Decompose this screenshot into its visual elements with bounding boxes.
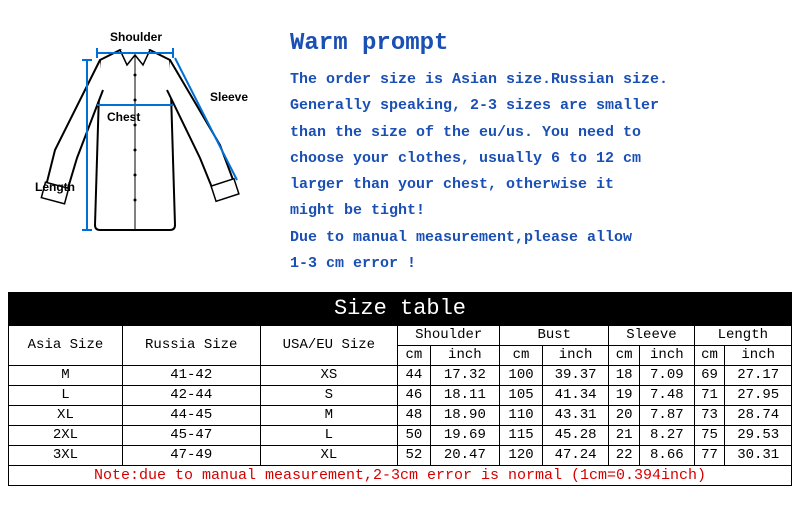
cell-shoulder_cm: 52 bbox=[398, 446, 430, 466]
cell-shoulder_cm: 44 bbox=[398, 366, 430, 386]
label-shoulder: Shoulder bbox=[110, 30, 162, 44]
note-text: Note:due to manual measurement,2-3cm err… bbox=[9, 466, 792, 486]
cell-bust_in: 43.31 bbox=[542, 406, 608, 426]
cell-length_cm: 69 bbox=[694, 366, 725, 386]
unit-inch: inch bbox=[430, 346, 500, 366]
cell-sleeve_in: 8.66 bbox=[640, 446, 695, 466]
cell-useu: M bbox=[260, 406, 398, 426]
cell-bust_cm: 115 bbox=[500, 426, 543, 446]
cell-bust_in: 41.34 bbox=[542, 386, 608, 406]
unit-inch: inch bbox=[725, 346, 792, 366]
cell-useu: S bbox=[260, 386, 398, 406]
cell-asia: M bbox=[9, 366, 123, 386]
cell-asia: L bbox=[9, 386, 123, 406]
cell-russia: 44-45 bbox=[122, 406, 260, 426]
cell-shoulder_in: 17.32 bbox=[430, 366, 500, 386]
cell-shoulder_in: 18.90 bbox=[430, 406, 500, 426]
cell-bust_in: 45.28 bbox=[542, 426, 608, 446]
cell-length_in: 28.74 bbox=[725, 406, 792, 426]
cell-sleeve_in: 7.87 bbox=[640, 406, 695, 426]
warm-prompt-title: Warm prompt bbox=[290, 30, 790, 57]
size-table-body: M41-42XS4417.3210039.37187.096927.17L42-… bbox=[9, 366, 792, 466]
cell-useu: XS bbox=[260, 366, 398, 386]
size-table: Asia Size Russia Size USA/EU Size Should… bbox=[8, 325, 792, 486]
label-sleeve: Sleeve bbox=[210, 90, 248, 104]
shirt-svg bbox=[25, 30, 270, 255]
col-shoulder: Shoulder bbox=[398, 326, 500, 346]
label-chest: Chest bbox=[107, 110, 140, 124]
size-table-head: Asia Size Russia Size USA/EU Size Should… bbox=[9, 326, 792, 366]
table-row: L42-44S4618.1110541.34197.487127.95 bbox=[9, 386, 792, 406]
cell-length_in: 29.53 bbox=[725, 426, 792, 446]
cell-sleeve_cm: 21 bbox=[609, 426, 640, 446]
unit-cm: cm bbox=[398, 346, 430, 366]
cell-sleeve_cm: 18 bbox=[609, 366, 640, 386]
shirt-diagram: Shoulder Sleeve Chest Length bbox=[25, 30, 270, 255]
size-table-wrap: Size table Asia Size Russia Size USA/EU … bbox=[0, 292, 800, 486]
cell-length_cm: 71 bbox=[694, 386, 725, 406]
cell-length_cm: 75 bbox=[694, 426, 725, 446]
cell-shoulder_cm: 46 bbox=[398, 386, 430, 406]
cell-sleeve_cm: 20 bbox=[609, 406, 640, 426]
table-row: 2XL45-47L5019.6911545.28218.277529.53 bbox=[9, 426, 792, 446]
col-sleeve: Sleeve bbox=[609, 326, 694, 346]
cell-sleeve_cm: 19 bbox=[609, 386, 640, 406]
size-table-title: Size table bbox=[8, 292, 792, 325]
cell-russia: 45-47 bbox=[122, 426, 260, 446]
col-asia: Asia Size bbox=[9, 326, 123, 366]
cell-bust_cm: 100 bbox=[500, 366, 543, 386]
cell-russia: 41-42 bbox=[122, 366, 260, 386]
cell-length_in: 27.17 bbox=[725, 366, 792, 386]
cell-shoulder_in: 19.69 bbox=[430, 426, 500, 446]
cell-bust_in: 47.24 bbox=[542, 446, 608, 466]
unit-cm: cm bbox=[694, 346, 725, 366]
warm-prompt-body: The order size is Asian size.Russian siz… bbox=[290, 67, 790, 277]
cell-russia: 47-49 bbox=[122, 446, 260, 466]
cell-bust_cm: 105 bbox=[500, 386, 543, 406]
col-useu: USA/EU Size bbox=[260, 326, 398, 366]
cell-useu: XL bbox=[260, 446, 398, 466]
cell-asia: 2XL bbox=[9, 426, 123, 446]
cell-shoulder_cm: 48 bbox=[398, 406, 430, 426]
top-section: Shoulder Sleeve Chest Length Warm prompt… bbox=[0, 0, 800, 292]
col-bust: Bust bbox=[500, 326, 609, 346]
cell-shoulder_in: 20.47 bbox=[430, 446, 500, 466]
table-row: M41-42XS4417.3210039.37187.096927.17 bbox=[9, 366, 792, 386]
note-row: Note:due to manual measurement,2-3cm err… bbox=[9, 466, 792, 486]
cell-length_cm: 77 bbox=[694, 446, 725, 466]
cell-sleeve_cm: 22 bbox=[609, 446, 640, 466]
warm-prompt-block: Warm prompt The order size is Asian size… bbox=[270, 30, 790, 277]
cell-useu: L bbox=[260, 426, 398, 446]
cell-length_in: 27.95 bbox=[725, 386, 792, 406]
cell-bust_cm: 110 bbox=[500, 406, 543, 426]
cell-shoulder_cm: 50 bbox=[398, 426, 430, 446]
table-row: 3XL47-49XL5220.4712047.24228.667730.31 bbox=[9, 446, 792, 466]
cell-length_cm: 73 bbox=[694, 406, 725, 426]
cell-asia: 3XL bbox=[9, 446, 123, 466]
cell-russia: 42-44 bbox=[122, 386, 260, 406]
cell-length_in: 30.31 bbox=[725, 446, 792, 466]
cell-bust_in: 39.37 bbox=[542, 366, 608, 386]
unit-cm: cm bbox=[500, 346, 543, 366]
unit-cm: cm bbox=[609, 346, 640, 366]
cell-sleeve_in: 7.09 bbox=[640, 366, 695, 386]
label-length: Length bbox=[35, 180, 75, 194]
cell-bust_cm: 120 bbox=[500, 446, 543, 466]
cell-sleeve_in: 7.48 bbox=[640, 386, 695, 406]
unit-inch: inch bbox=[640, 346, 695, 366]
col-length: Length bbox=[694, 326, 791, 346]
unit-inch: inch bbox=[542, 346, 608, 366]
cell-shoulder_in: 18.11 bbox=[430, 386, 500, 406]
table-row: XL44-45M4818.9011043.31207.877328.74 bbox=[9, 406, 792, 426]
col-russia: Russia Size bbox=[122, 326, 260, 366]
cell-sleeve_in: 8.27 bbox=[640, 426, 695, 446]
cell-asia: XL bbox=[9, 406, 123, 426]
